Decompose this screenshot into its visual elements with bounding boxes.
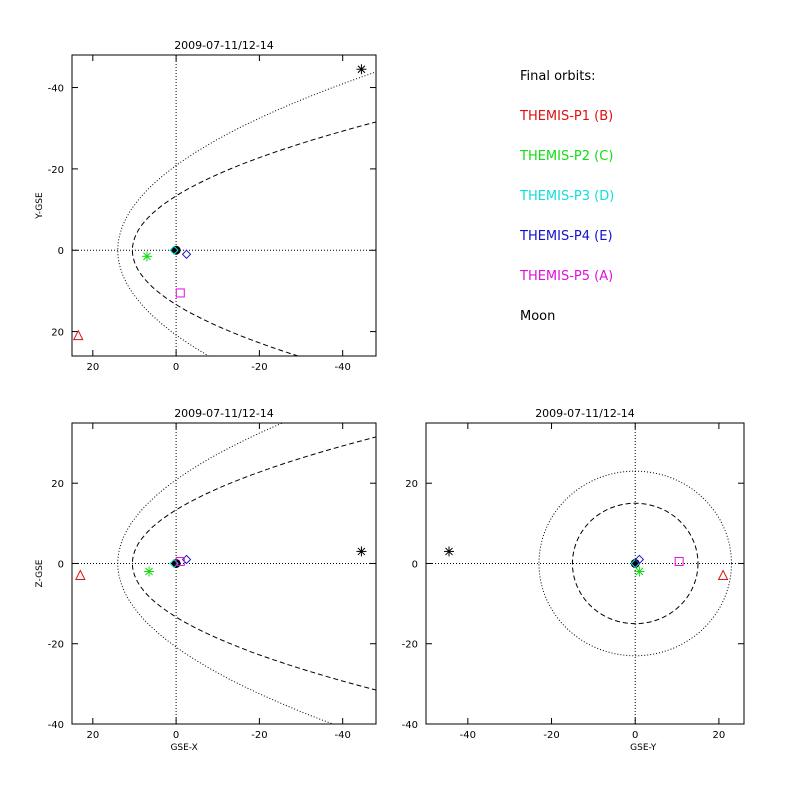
y-tick-label: 20 [405, 479, 418, 490]
plot-area [72, 423, 376, 724]
magnetopause-curve [131, 436, 376, 691]
marker-themis-p3-d [169, 245, 179, 255]
x-tick-label: -20 [543, 730, 559, 741]
x-tick-label: -40 [335, 362, 351, 373]
plot-title: 2009-07-11/12-14 [174, 39, 274, 52]
marker-themis-p4-e [634, 554, 645, 565]
y-tick-label: -20 [402, 640, 418, 651]
x-tick-label: -20 [251, 730, 267, 741]
y-tick-label: -20 [48, 165, 64, 176]
plot-frame [71, 54, 377, 357]
marker-themis-p1-b [717, 569, 729, 581]
x-tick-label: -20 [251, 362, 267, 373]
plot-frame [425, 422, 745, 725]
legend-entry-p3: THEMIS-P3 (D) [519, 189, 614, 204]
plot-panel-3: -40 -20 0 20 20 0 -20 -40 2009-07-11/12-14 GSE-Y [402, 407, 745, 753]
marker-themis-p5-a [175, 556, 185, 566]
plot-frame [71, 422, 377, 725]
legend-entry-p1: THEMIS-P1 (B) [519, 109, 613, 124]
earth-marker [630, 558, 640, 568]
x-tick-label: 20 [713, 730, 726, 741]
x-tick-label: 20 [86, 730, 99, 741]
marker-themis-p2-c [141, 251, 152, 262]
marker-themis-p5-a [674, 556, 684, 566]
y-axis-label: Y-GSE [35, 192, 45, 220]
marker-themis-p4-e [181, 249, 192, 260]
marker-moon [356, 64, 367, 75]
x-tick-label: 0 [632, 730, 638, 741]
legend-entry-p2: THEMIS-P2 (C) [519, 149, 613, 164]
plot-panel-2: 20 0 -20 -40 20 0 -20 -40 2009-07-11/12-14 GSE-X Z… [35, 407, 377, 753]
marker-themis-p1-b [75, 569, 86, 581]
y-tick-label: 0 [412, 559, 418, 570]
bow-shock-curve [117, 423, 335, 724]
x-tick-label: -40 [335, 730, 351, 741]
magnetopause-circle [571, 502, 699, 625]
marker-themis-p5-a [175, 288, 185, 298]
marker-themis-p2-c [144, 566, 155, 577]
y-tick-label: 20 [51, 479, 64, 490]
legend-entry-p5: THEMIS-P5 (A) [519, 269, 613, 284]
marker-themis-p4-e [181, 554, 192, 565]
x-tick-label: 0 [173, 730, 179, 741]
marker-moon [444, 546, 455, 557]
plot-panel-1: 20 0 -20 -40 -40 -20 0 20 2009-07-11/12-14 Y-GSE [35, 39, 377, 373]
y-tick-label: 0 [58, 559, 64, 570]
x-tick-label: -40 [460, 730, 476, 741]
plot-area [426, 423, 744, 724]
y-tick-label: 0 [58, 246, 64, 257]
marker-moon [356, 546, 367, 557]
marker-themis-p1-b [72, 329, 84, 341]
x-axis-label: GSE-X [170, 743, 197, 753]
legend-title: Final orbits: [520, 69, 596, 84]
y-tick-label: -40 [402, 720, 418, 731]
earth-marker [171, 245, 181, 255]
legend-entry-p4: THEMIS-P4 (E) [519, 229, 613, 244]
legend-entry-moon: Moon [520, 309, 555, 324]
x-tick-label: 20 [86, 362, 99, 373]
x-axis-label: GSE-Y [630, 743, 657, 753]
plot-title: 2009-07-11/12-14 [535, 407, 635, 420]
magnetopause-curve [131, 121, 376, 356]
y-tick-label: -40 [48, 84, 64, 95]
y-tick-label: -20 [48, 640, 64, 651]
x-tick-label: 0 [173, 362, 179, 373]
bow-shock-circle [538, 470, 732, 657]
y-axis-label: Z-GSE [35, 559, 45, 587]
y-tick-label: 20 [51, 328, 64, 339]
plot-title: 2009-07-11/12-14 [174, 407, 274, 420]
plot-area [72, 55, 376, 356]
marker-themis-p2-c [634, 566, 645, 577]
legend: Final orbits: THEMIS-P1 (B) THEMIS-P2 (C… [519, 69, 614, 324]
y-tick-label: -40 [48, 720, 64, 731]
